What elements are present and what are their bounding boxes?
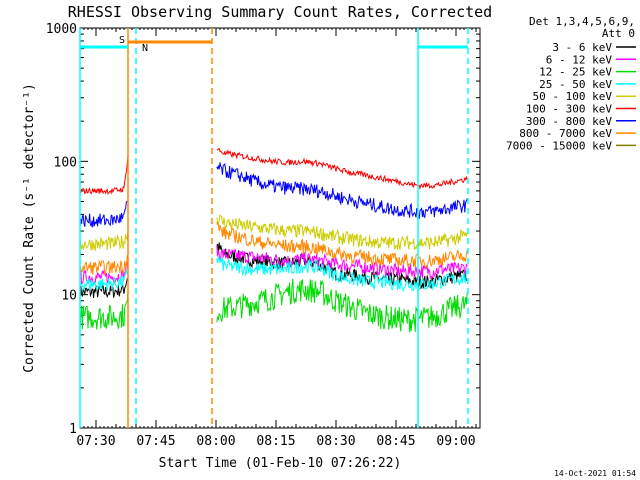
x-tick-label: 08:45 (376, 434, 415, 449)
legend-entry-label: 50 - 100 keV (533, 90, 613, 103)
series-line-2 (216, 278, 468, 333)
series-line-7 (79, 254, 129, 275)
x-tick-label: 09:00 (436, 434, 475, 449)
series-line-3 (79, 269, 129, 292)
y-tick-label: 10 (61, 289, 77, 304)
y-tick-label: 1 (69, 422, 77, 437)
x-tick-label: 08:00 (196, 434, 235, 449)
series-line-5 (79, 154, 129, 196)
plot-frame (79, 27, 481, 429)
x-tick-label: 07:45 (136, 434, 175, 449)
legend-header: Att 0 (602, 27, 635, 40)
series-line-7 (216, 222, 468, 269)
series-line-6 (216, 162, 468, 220)
legend-entry-label: 100 - 300 keV (526, 103, 612, 116)
legend-entry-label: 7000 - 15000 keV (506, 139, 612, 152)
legend-entry-label: 6 - 12 keV (546, 53, 613, 66)
annotation-label: S (119, 35, 125, 46)
series-line-5 (216, 147, 468, 191)
y-tick-label: 100 (54, 155, 77, 170)
legend-entry-label: 25 - 50 keV (539, 78, 612, 91)
footer-timestamp: 14-Oct-2021 01:54 (554, 469, 636, 478)
series-line-2 (79, 289, 129, 330)
x-tick-label: 08:30 (316, 434, 355, 449)
series-line-6 (79, 200, 129, 228)
x-tick-label: 07:30 (76, 434, 115, 449)
x-axis-label: Start Time (01-Feb-10 07:26:22) (159, 456, 402, 471)
y-tick-label: 1000 (46, 22, 77, 37)
annotation-label: N (142, 43, 148, 54)
legend-entry-label: 800 - 7000 keV (519, 127, 612, 140)
y-axis-label: Corrected Count Rate (s⁻¹ detector⁻¹) (22, 83, 37, 373)
chart-title: RHESSI Observing Summary Count Rates, Co… (68, 3, 492, 21)
series-line-4 (79, 230, 129, 251)
x-tick-label: 08:15 (256, 434, 295, 449)
series-line-0 (79, 277, 129, 299)
legend-entry-label: 3 - 6 keV (552, 41, 612, 54)
legend-entry-label: 300 - 800 keV (526, 115, 612, 128)
plot-area: 1 10 100 1000 07:30 07:45 08:00 08:15 08:30 08:45… (46, 22, 481, 449)
series-line-3 (216, 256, 468, 293)
legend-entry-label: 12 - 25 keV (539, 66, 612, 79)
legend-header: Det 1,3,4,5,6,9, (529, 15, 635, 28)
series-line-4 (216, 214, 468, 250)
